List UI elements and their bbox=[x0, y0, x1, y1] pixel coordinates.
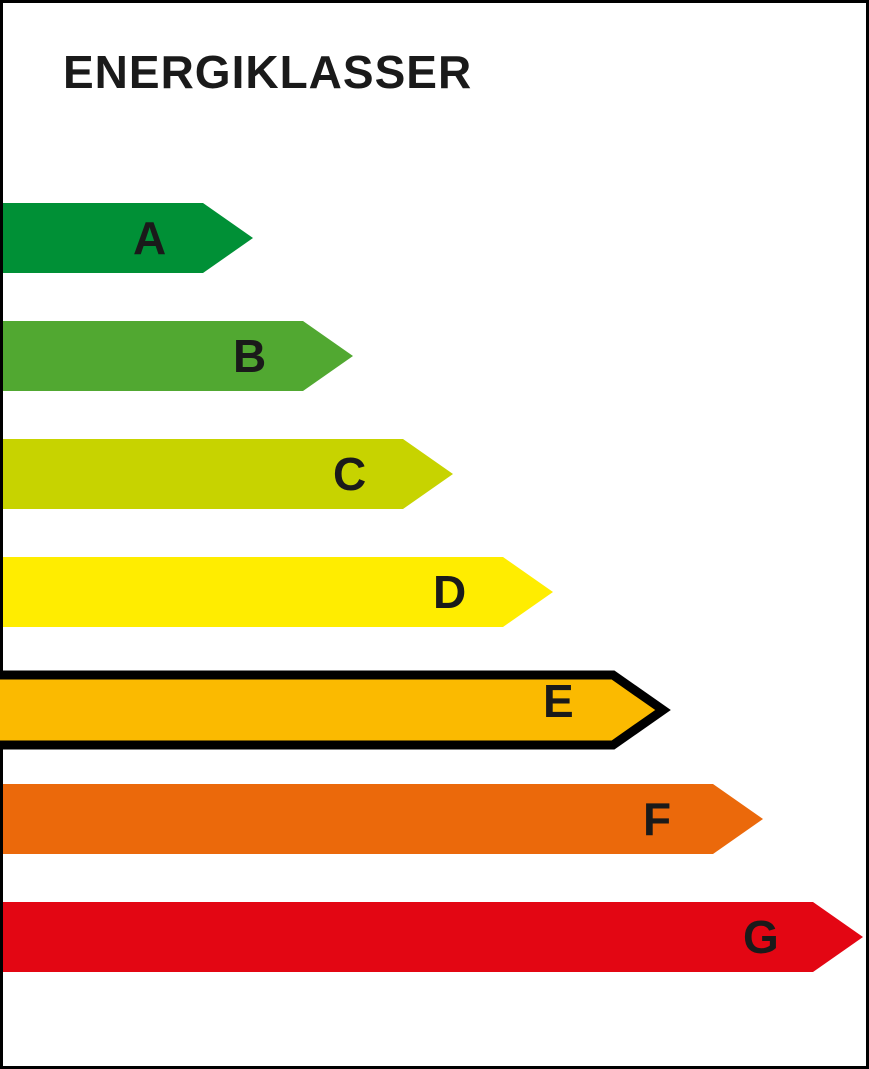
energy-bar-label: C bbox=[333, 447, 366, 501]
energy-bar-g: G bbox=[3, 902, 866, 972]
energy-bar-label: A bbox=[133, 211, 166, 265]
energy-bar-label: G bbox=[743, 910, 779, 964]
energy-bar-c: C bbox=[3, 439, 866, 509]
energy-bar-f: F bbox=[3, 784, 866, 854]
energy-label-frame: ENERGIKLASSER A B C D E F G bbox=[0, 0, 869, 1069]
energy-bar-label: E bbox=[543, 674, 574, 728]
chart-title: ENERGIKLASSER bbox=[63, 45, 472, 99]
energy-bar-label: D bbox=[433, 565, 466, 619]
energy-bar-e: E bbox=[3, 666, 866, 736]
energy-bar-b: B bbox=[3, 321, 866, 391]
energy-bar-label: B bbox=[233, 329, 266, 383]
energy-bar-label: F bbox=[643, 792, 671, 846]
bars-container: A B C D E F G bbox=[3, 203, 866, 1020]
energy-bar-d: D bbox=[3, 557, 866, 627]
energy-bar-a: A bbox=[3, 203, 866, 273]
